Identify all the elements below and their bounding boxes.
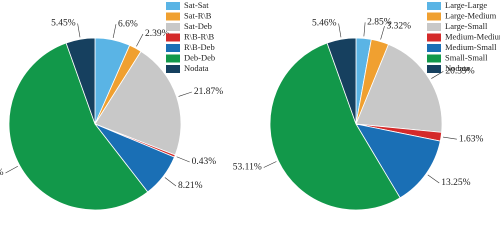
legend-swatch: [166, 12, 180, 21]
legend-swatch: [427, 23, 441, 31]
legend-label: R\B-Deb: [184, 42, 215, 52]
leader-line: [263, 161, 277, 168]
leader-line: [338, 23, 342, 38]
leader-line: [136, 33, 144, 47]
pie-slice: [94, 50, 182, 156]
legend-swatch: [427, 12, 441, 21]
legend-swatch: [166, 54, 180, 63]
leader-line: [431, 71, 444, 79]
pie-slice: [269, 42, 401, 211]
pie-slice: [326, 37, 357, 125]
legend-label: Large-Small: [445, 21, 488, 31]
data-label: 55.05%: [0, 168, 4, 178]
legend-label: Large-Large: [445, 0, 487, 10]
data-label: 2.85%: [367, 18, 392, 28]
legend-swatch: [166, 44, 180, 52]
data-label: 5.46%: [312, 19, 337, 29]
legend-swatch: [427, 2, 441, 10]
pie-slice: [355, 123, 441, 199]
data-label: 0.43%: [192, 157, 217, 167]
legend-swatch: [427, 33, 441, 42]
legend-swatch: [427, 65, 441, 73]
leader-line: [442, 136, 457, 140]
data-label: 21.87%: [194, 87, 223, 97]
legend-swatch: [166, 23, 180, 31]
legend-label: Sat-Sat: [184, 0, 209, 10]
leader-line: [112, 24, 117, 38]
figure: 6.6% 2.39% 21.87% 0.43% 8.21% 55.05% 5.45% Sat-…: [0, 0, 500, 211]
data-label: 8.21%: [178, 181, 203, 191]
leader-line: [363, 22, 366, 37]
legend-label: Medium-Medium: [445, 31, 500, 41]
data-label: 1.63%: [459, 134, 484, 144]
legend-label: Large-Medium: [445, 10, 497, 20]
data-label: 20.39%: [445, 67, 474, 77]
pie-slice: [355, 43, 443, 133]
leader-line: [164, 177, 177, 187]
legend-swatch: [166, 65, 180, 73]
legend-swatch: [166, 2, 180, 10]
data-label: 3.32%: [387, 21, 412, 31]
data-label: 2.39%: [145, 29, 170, 39]
leader-line: [77, 23, 81, 38]
legend-swatch: [427, 44, 441, 52]
leader-line: [176, 156, 190, 163]
pie-slice: [65, 37, 96, 125]
data-label: 5.45%: [51, 19, 76, 29]
leader-line: [427, 174, 440, 184]
data-label: 53.11%: [233, 163, 262, 173]
data-label: 13.25%: [441, 178, 470, 188]
leader-line: [178, 91, 192, 97]
legend-label: Medium-Small: [445, 42, 497, 52]
legend-swatch: [427, 54, 441, 63]
legend-label: Deb-Deb: [184, 52, 215, 62]
legend-label: Sat-R\B: [184, 10, 212, 20]
legend-swatch: [166, 33, 180, 42]
leader-line: [380, 25, 385, 40]
legend-label: R\B-R\B: [184, 31, 215, 41]
data-label: 6.6%: [118, 19, 138, 29]
leader-line: [5, 166, 18, 174]
legend-label: Sat-Deb: [184, 21, 212, 31]
legend-label: Small-Small: [445, 52, 488, 62]
pie-slice: [8, 42, 149, 211]
legend-label: Nodata: [445, 63, 470, 73]
legend-label: Nodata: [184, 63, 209, 73]
